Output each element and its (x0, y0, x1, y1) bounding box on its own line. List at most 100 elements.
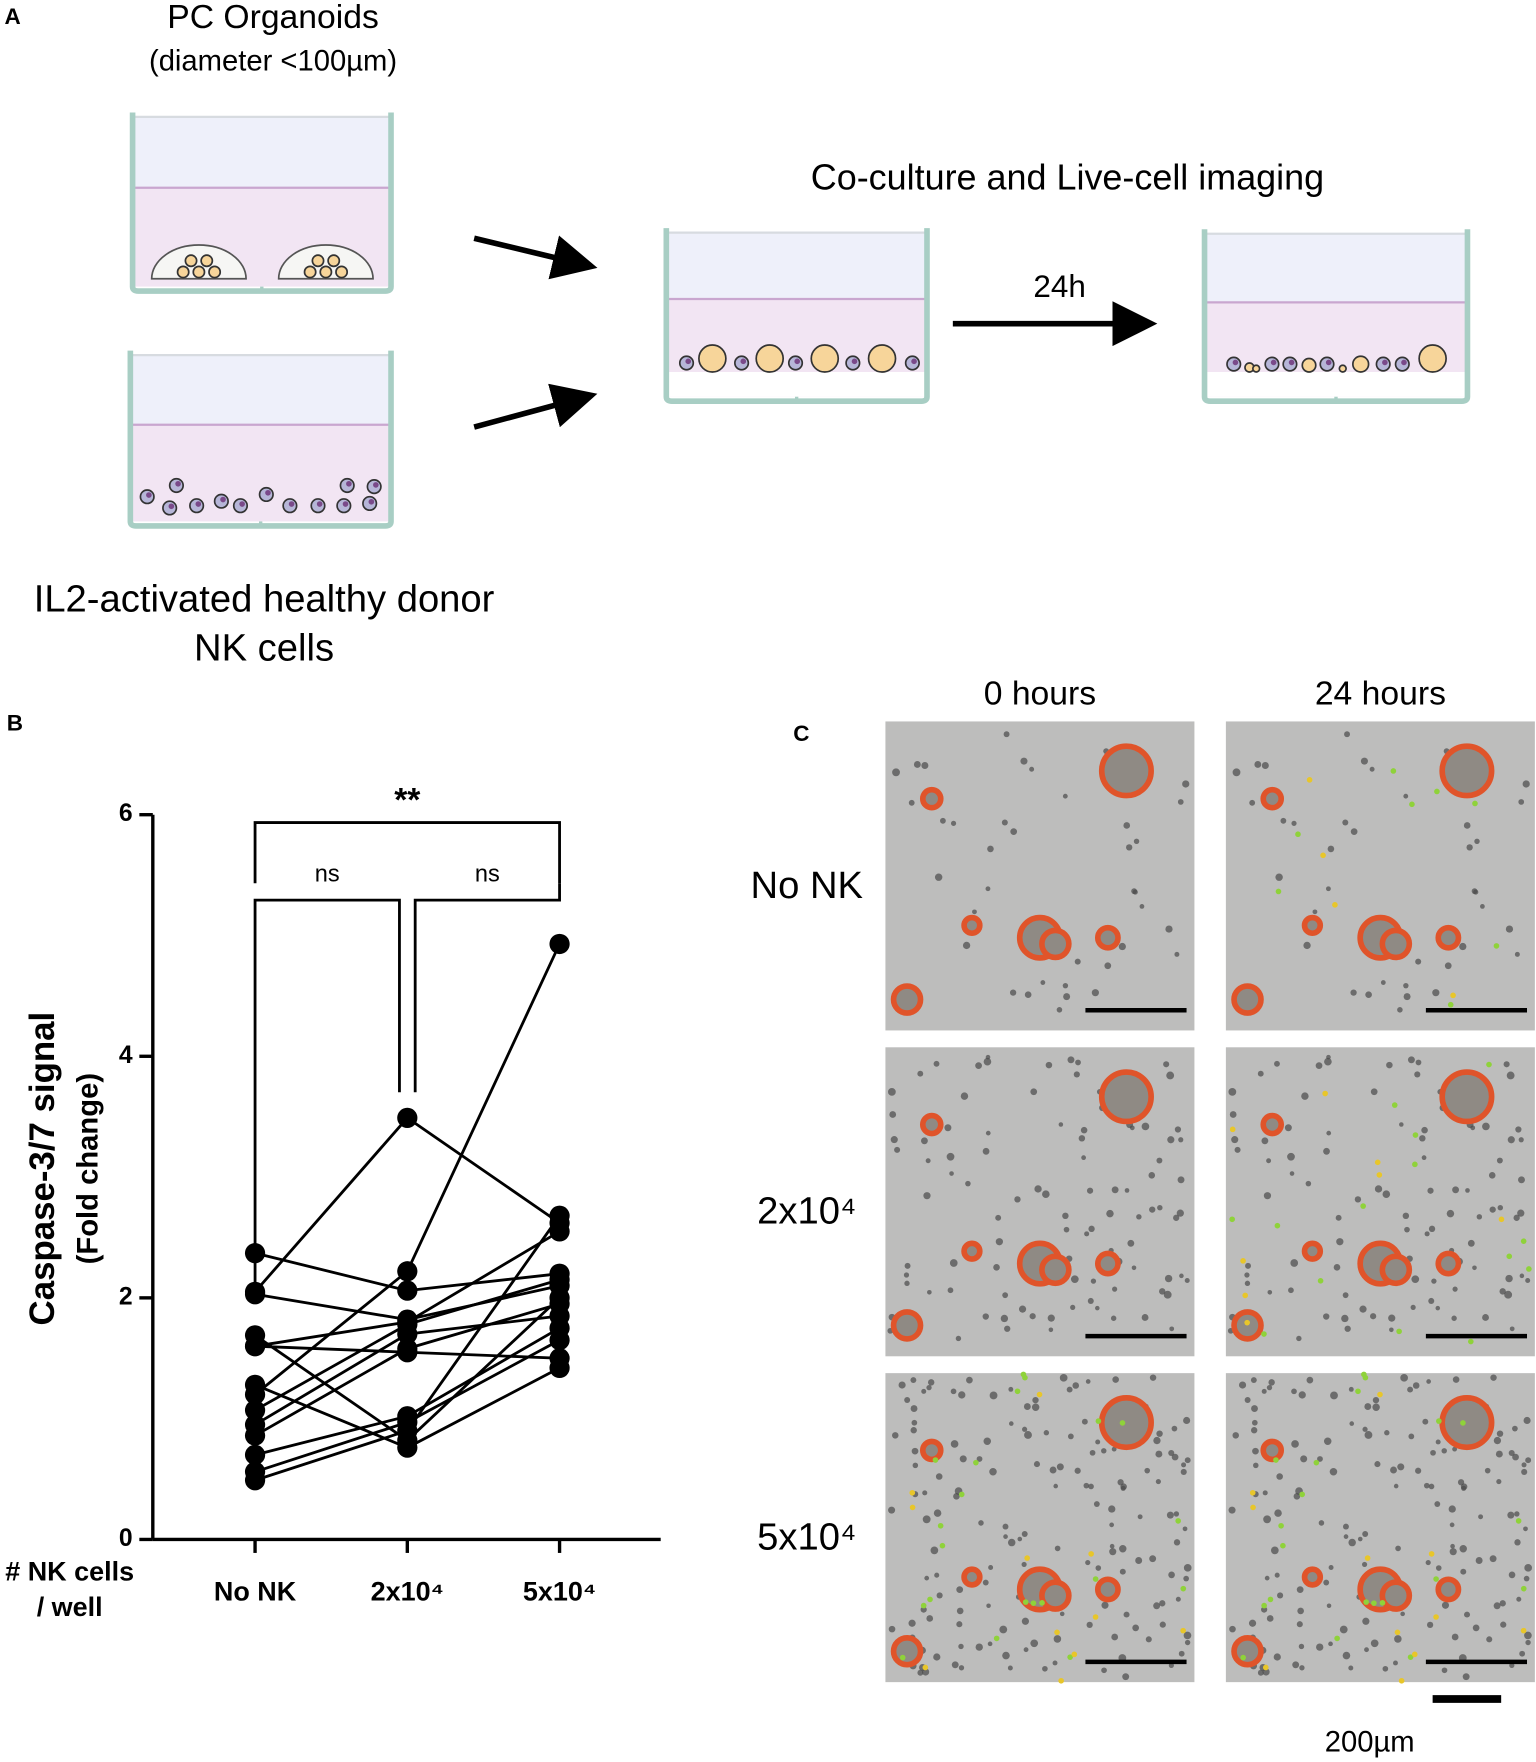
cell-dot (1178, 1650, 1185, 1657)
cell-dot (1344, 731, 1350, 738)
cell-dot (1251, 1419, 1258, 1426)
cell-dot (1382, 1665, 1389, 1672)
y-axis-label: (Fold change) (73, 1073, 105, 1264)
cell-dot (1525, 1457, 1532, 1464)
nk-nucleus (220, 496, 226, 503)
green-dot (899, 1654, 906, 1661)
cell-dot (889, 1111, 897, 1118)
cell-dot (1266, 1158, 1272, 1164)
green-dot (1039, 1600, 1045, 1606)
cell-dot (1499, 1288, 1506, 1295)
cell-dot (1305, 1180, 1312, 1187)
y-tick-label: 6 (119, 800, 133, 827)
cell-dot (1157, 1205, 1163, 1211)
cell-dot (1299, 1665, 1305, 1671)
cell-dot (1316, 1643, 1324, 1651)
data-point (549, 1357, 570, 1379)
cell-dot (1422, 1418, 1429, 1425)
cell-dot (912, 1462, 919, 1469)
cell-dot (1017, 1536, 1023, 1542)
green-dot (1436, 1418, 1442, 1424)
organoid-ring (1439, 743, 1495, 799)
cell-dot (1496, 1157, 1503, 1164)
cell-dot (1426, 1621, 1434, 1629)
cell-dot (1362, 1426, 1368, 1432)
green-dot (1275, 888, 1282, 895)
well-base (666, 371, 927, 397)
cell-dot (1315, 1062, 1323, 1069)
cell-dot (1507, 1136, 1515, 1144)
cell-dot (904, 1397, 911, 1404)
data-point (244, 1400, 266, 1421)
green-dot (1520, 1585, 1527, 1592)
cell-dot (1408, 1433, 1415, 1440)
cell-dot (1148, 1172, 1156, 1179)
green-dot (1249, 1489, 1256, 1496)
organoid-ring (919, 786, 944, 811)
nk-nucleus (368, 498, 375, 505)
cell-dot (1415, 958, 1422, 965)
cell-dot (1169, 1326, 1175, 1332)
cell-dot (1109, 1548, 1117, 1556)
row-label: 2x10⁴ (757, 1190, 856, 1233)
green-dot (1355, 1388, 1361, 1395)
cell-dot (982, 1147, 990, 1155)
cell-dot (1370, 1088, 1378, 1096)
cell-dot (1280, 817, 1287, 824)
cell-dot (1512, 1425, 1518, 1432)
cell-dot (1131, 1265, 1137, 1271)
green-dot (1360, 1203, 1366, 1209)
green-dot (909, 1489, 916, 1496)
cell-dot (1370, 1313, 1377, 1320)
cell-dot (1451, 1315, 1457, 1321)
column-header: 24 hours (1315, 675, 1446, 713)
green-dot (1398, 1677, 1405, 1684)
cell-dot (1482, 1122, 1490, 1131)
cell-dot (892, 1432, 899, 1439)
cell-dot (1341, 1314, 1349, 1323)
cell-dot (959, 1455, 967, 1463)
green-dot (1411, 1651, 1418, 1658)
nk-nucleus (1401, 359, 1407, 366)
cell-dot (1108, 1505, 1116, 1513)
cell-dot (1063, 993, 1071, 1001)
nk-nucleus (175, 480, 181, 487)
cell-dot (921, 1388, 927, 1394)
significance-label: ns (475, 861, 500, 887)
organoid-ring (1439, 1395, 1495, 1451)
green-dot (1036, 1391, 1043, 1398)
medium-top (666, 232, 927, 299)
green-dot (1468, 1338, 1474, 1345)
cell-dot (1111, 1446, 1117, 1452)
nk-nucleus (316, 501, 323, 507)
cell-dot (1499, 1600, 1506, 1607)
cell-dot (1273, 1653, 1281, 1661)
cell-dot (1434, 1501, 1441, 1507)
cell-dot (1463, 822, 1471, 829)
cell-dot (1263, 1515, 1272, 1524)
arrow (473, 235, 598, 280)
cell-dot (956, 1586, 964, 1593)
row-label: 5x10⁴ (757, 1516, 856, 1559)
cell-dot (1267, 1289, 1273, 1295)
cell-dot (1403, 793, 1409, 799)
cell-dot (1081, 1155, 1086, 1161)
cell-dot (1431, 1278, 1437, 1284)
green-dot (973, 1459, 979, 1466)
cell-dot (1414, 1071, 1421, 1078)
cell-dot (1473, 889, 1479, 895)
cell-dot (1183, 1631, 1192, 1640)
organoid (200, 254, 214, 268)
green-dot (1428, 1551, 1435, 1557)
cell-dot (1245, 1262, 1251, 1269)
cell-dot (1525, 1277, 1531, 1283)
green-dot (1317, 1278, 1324, 1284)
cell-dot (1085, 1559, 1091, 1566)
well-base (1204, 371, 1468, 397)
cell-dot (1513, 1214, 1520, 1221)
cell-dot (1073, 1071, 1080, 1078)
cell-dot (1110, 1315, 1117, 1321)
cell-dot (1249, 799, 1256, 806)
cell-dot (1261, 1388, 1267, 1394)
cell-dot (1518, 799, 1525, 805)
